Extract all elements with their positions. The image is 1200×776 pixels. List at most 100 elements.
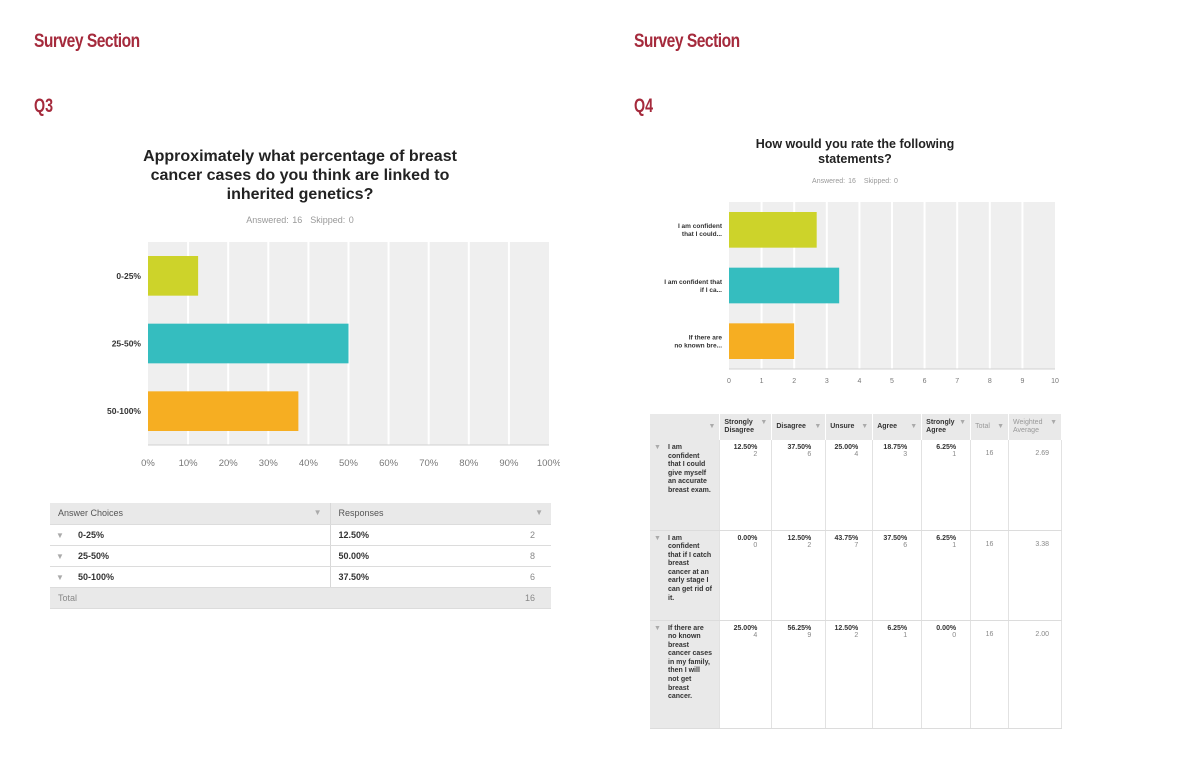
skipped-count: Skipped: 0 (863, 178, 898, 185)
q3-bar-chart: 0% 10% 20% 30% 40% 50% 60% 70% 80% 90% 100% 0-25% 25… (107, 242, 560, 469)
header-label: Unsure (830, 423, 855, 430)
expand-caret-icon[interactable]: ▼ (56, 530, 64, 540)
sort-caret-icon[interactable]: ▼ (535, 508, 543, 518)
header-label: Disagree (776, 423, 806, 430)
table-row: ▼ I am confident that if I catch breast c… (650, 530, 1062, 621)
response-count: 2 (807, 541, 812, 549)
x-tick-label: 90% (499, 458, 519, 469)
response-percent: 25.00% (733, 624, 758, 632)
header-label: Strongly Agree (926, 419, 955, 434)
response-percent: 12.50% (834, 624, 859, 632)
x-tick-label: 2 (792, 378, 796, 385)
question-label-q4: Q4 (634, 96, 654, 117)
expand-caret-icon[interactable]: ▼ (654, 624, 661, 632)
header-answer-choices[interactable]: Answer Choices ▼ (50, 503, 331, 525)
response-cell: 37.50% 6 (771, 440, 827, 531)
sort-caret-icon[interactable]: ▼ (760, 419, 768, 426)
response-cell: 6.25% 1 (921, 440, 972, 531)
header-unsure[interactable]: ▼ Unsure (825, 414, 874, 440)
header-strongly-disagree[interactable]: ▼ Strongly Disagree (719, 414, 773, 440)
response-count: 6 (458, 566, 551, 588)
weighted-average: 2.00 (1008, 620, 1062, 729)
response-cell: 25.00% 4 (825, 440, 874, 531)
answered-count: Answered: 16 (812, 178, 856, 185)
x-tick-label: 0% (141, 458, 155, 469)
table-total-row: Total 16 (50, 587, 551, 609)
expand-caret-icon[interactable]: ▼ (56, 551, 64, 561)
x-tick-label: 6 (923, 378, 927, 385)
row-total: 16 (970, 440, 1010, 531)
header-label: Weighted Average (1013, 419, 1043, 434)
weighted-average: 3.38 (1008, 530, 1062, 621)
x-tick-label: 3 (825, 378, 829, 385)
row-total: 16 (970, 620, 1010, 729)
q3-title-line: inherited genetics? (226, 186, 374, 203)
answer-choice: 0-25% (78, 529, 105, 540)
bar (148, 391, 299, 431)
x-tick-label: 30% (259, 458, 279, 469)
answered-count: Answered: 16 (246, 215, 303, 225)
x-tick-label: 10% (179, 458, 199, 469)
response-cell: 6.25% 1 (921, 530, 972, 621)
response-percent: 50.00% (330, 545, 459, 567)
response-count: 1 (903, 631, 908, 639)
response-cell: 37.50% 6 (872, 530, 923, 621)
header-responses[interactable]: Responses ▼ (330, 503, 551, 525)
q3-title-line: cancer cases do you think are linked to (150, 167, 450, 184)
q3-title-line: Approximately what percentage of breast (143, 148, 457, 165)
response-percent: 0.00% (737, 534, 758, 542)
y-category-label: if I ca... (700, 287, 722, 294)
response-count: 8 (458, 545, 551, 567)
x-tick-label: 40% (299, 458, 319, 469)
answer-choice: 50-100% (78, 571, 115, 582)
bar (729, 212, 817, 248)
header-agree[interactable]: ▼ Agree (872, 414, 923, 440)
header-label: Answer Choices (58, 508, 124, 519)
sort-caret-icon[interactable]: ▼ (959, 419, 967, 426)
expand-caret-icon[interactable]: ▼ (654, 534, 661, 542)
statement-cell: ▼ I am confident that if I catch breast c… (650, 530, 721, 621)
x-tick-label: 0 (727, 378, 731, 385)
response-percent: 18.75% (883, 444, 908, 451)
table-row: ▼ 50-100% 37.50% 6 (50, 566, 551, 588)
response-cell: 12.50% 2 (825, 620, 874, 729)
sort-caret-icon[interactable]: ▼ (997, 423, 1005, 430)
response-count: 3 (903, 451, 908, 458)
table-row: ▼ If there are no known breast cancer cas… (650, 620, 1062, 729)
expand-caret-icon[interactable]: ▼ (654, 444, 661, 451)
section-title-right: Survey Section (634, 31, 740, 52)
x-tick-label: 20% (219, 458, 239, 469)
header-total[interactable]: ▼ Total (970, 414, 1010, 440)
q4-title-line: How would you rate the following (755, 137, 955, 151)
response-percent: 37.50% (330, 566, 459, 588)
response-count: 1 (952, 451, 957, 458)
skipped-count: Skipped: 0 (310, 215, 354, 225)
sort-caret-icon[interactable]: ▼ (313, 508, 322, 518)
x-tick-label: 7 (955, 378, 959, 385)
header-weighted-average[interactable]: ▼ Weighted Average (1008, 414, 1062, 440)
header-statement[interactable]: ▼ (650, 414, 721, 440)
header-strongly-agree[interactable]: ▼ Strongly Agree (921, 414, 972, 440)
sort-caret-icon[interactable]: ▼ (814, 423, 822, 430)
expand-caret-icon[interactable]: ▼ (56, 572, 64, 582)
response-cell: 12.50% 2 (719, 440, 773, 531)
response-cell: 0.00% 0 (921, 620, 972, 729)
response-percent: 37.50% (787, 444, 812, 451)
response-count: 9 (807, 631, 812, 639)
response-percent: 6.25% (887, 624, 908, 632)
bar (148, 256, 199, 296)
sort-caret-icon[interactable]: ▼ (861, 423, 869, 430)
sort-caret-icon[interactable]: ▼ (1050, 419, 1057, 426)
response-percent: 6.25% (936, 534, 957, 542)
q4-title-line: statements? (818, 152, 892, 166)
response-percent: 25.00% (834, 444, 859, 451)
header-disagree[interactable]: ▼ Disagree (771, 414, 827, 440)
response-count: 6 (903, 541, 908, 549)
sort-caret-icon[interactable]: ▼ (910, 423, 918, 430)
statement-cell: ▼ I am confident that I could give myself… (650, 440, 721, 531)
x-tick-label: 5 (890, 378, 894, 385)
weighted-average: 2.69 (1008, 440, 1062, 531)
y-category-label: 0-25% (116, 271, 141, 281)
sort-caret-icon[interactable]: ▼ (708, 423, 716, 430)
